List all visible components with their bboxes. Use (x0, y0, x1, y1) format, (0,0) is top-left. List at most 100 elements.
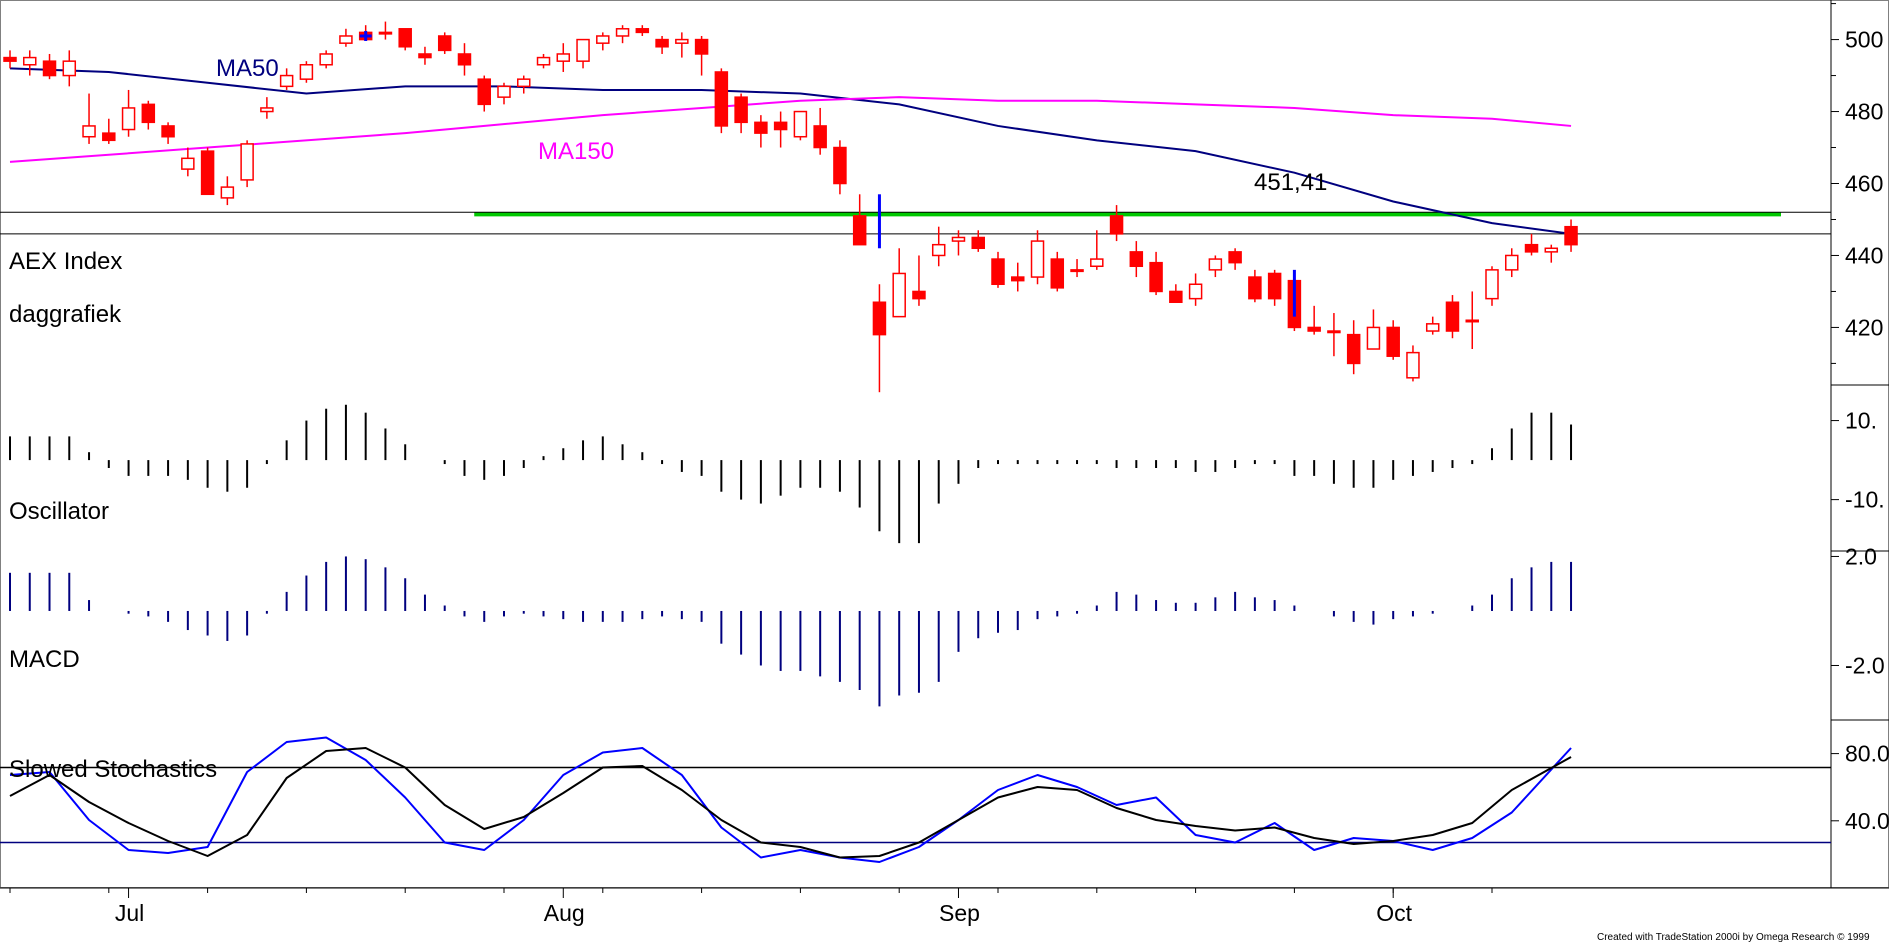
candle-down (398, 28, 412, 48)
y-tick-label: 2.0 (1845, 543, 1877, 569)
candle-up (339, 35, 353, 44)
chart-marks (0, 21, 1831, 863)
candle-up (1425, 323, 1440, 332)
candle-up (62, 60, 77, 77)
candle-up (378, 31, 393, 35)
candle-down (655, 38, 669, 48)
y-tick-label: 480 (1845, 99, 1883, 125)
candle-up (615, 28, 630, 37)
candle-up (1465, 319, 1479, 323)
candle-up (23, 56, 37, 66)
y-tick-label: -2.0 (1845, 652, 1885, 678)
candle-up (319, 53, 333, 66)
y-tick-label: 500 (1845, 27, 1883, 53)
candle-down (1524, 243, 1539, 253)
candle-down (1129, 251, 1144, 268)
y-tick-label: 40.0 (1845, 808, 1889, 834)
candle-up (793, 110, 808, 138)
candle-up (517, 78, 531, 88)
price-panel-subtitle: daggrafiek (9, 301, 122, 328)
candle-down (418, 53, 432, 59)
candle-down (813, 125, 827, 149)
credit-text: Created with TradeStation 2000i by Omega… (1597, 932, 1870, 943)
candle-down (457, 53, 472, 66)
x-month-label: Jul (115, 900, 144, 926)
candle-down (971, 236, 985, 250)
candle-up (951, 236, 966, 242)
ma150-line (9, 96, 1572, 163)
candle-up (1070, 269, 1084, 273)
ma150-series-label: MA150 (538, 138, 614, 165)
candle-down (1109, 215, 1124, 235)
candle-down (912, 290, 926, 300)
y-tick-label: 80.0 (1845, 741, 1889, 767)
candle-up (1030, 240, 1045, 278)
candle-up (1366, 326, 1381, 350)
candle-up (1090, 258, 1104, 268)
candle-down (1564, 225, 1578, 246)
candle-down (1445, 301, 1460, 332)
candle-up (596, 35, 610, 44)
candle-down (833, 146, 847, 185)
chart-labels: MA50 MA150 451,41 AEX Index daggrafiek O… (9, 55, 1870, 943)
candle-down (1386, 326, 1400, 357)
candle-up (1544, 247, 1559, 253)
candle-down (437, 35, 452, 52)
macd-panel-title: MACD (9, 646, 80, 673)
candle-down (991, 258, 1005, 286)
candle-down (734, 96, 748, 124)
candle-up (497, 85, 511, 98)
y-tick-label: 460 (1845, 171, 1883, 197)
candle-up (556, 53, 571, 62)
candle-up (576, 38, 590, 62)
candle-up (1406, 351, 1420, 379)
candle-down (141, 103, 156, 124)
candle-down (773, 121, 788, 131)
candle-down (42, 60, 57, 77)
candle-up (220, 186, 235, 199)
candle-up (279, 74, 294, 88)
candle-up (1327, 330, 1341, 334)
y-tick-label: 420 (1845, 314, 1883, 340)
x-month-label: Oct (1376, 900, 1412, 926)
stochastics-panel-title: Slowed Stochastics (9, 756, 217, 783)
candle-down (1248, 276, 1262, 300)
candle-down (161, 125, 175, 138)
candle-down (200, 150, 215, 196)
candle-up (931, 243, 946, 257)
y-tick-label: 440 (1845, 242, 1883, 268)
candle-up (1485, 269, 1499, 300)
candle-up (675, 38, 689, 44)
grid: 420 440 460 480 500 10. -10. 2.0 -2.0 80.0 40.0 Jul… (0, 0, 1889, 926)
candle-down (694, 38, 709, 55)
candle-up (240, 143, 254, 181)
candle-down (1267, 272, 1282, 300)
candle-down (3, 56, 17, 62)
price-panel-title: AEX Index (9, 248, 122, 275)
stochastic-k-line (9, 736, 1572, 863)
candle-down (852, 215, 867, 246)
candle-up (82, 125, 96, 138)
y-tick-label: 10. (1845, 408, 1877, 434)
candle-down (1149, 261, 1163, 293)
candle-down (635, 28, 650, 34)
candle-up (121, 107, 136, 131)
candle-up (892, 272, 906, 318)
candle-down (477, 78, 491, 106)
stochastic-d-line (9, 747, 1572, 859)
candle-up (299, 64, 314, 80)
candle-down (1169, 290, 1183, 303)
candle-down (1307, 326, 1321, 332)
candle-up (1505, 254, 1519, 271)
support-line-value: 451,41 (1254, 169, 1327, 196)
candle-up (1188, 283, 1203, 300)
candle-up (181, 157, 195, 170)
ma50-series-label: MA50 (216, 55, 279, 82)
oscillator-panel-title: Oscillator (9, 498, 109, 525)
x-month-label: Sep (939, 900, 980, 926)
candle-down (102, 132, 116, 142)
candle-up (1208, 258, 1223, 271)
candle-up (260, 107, 274, 113)
candle-down (754, 121, 768, 134)
